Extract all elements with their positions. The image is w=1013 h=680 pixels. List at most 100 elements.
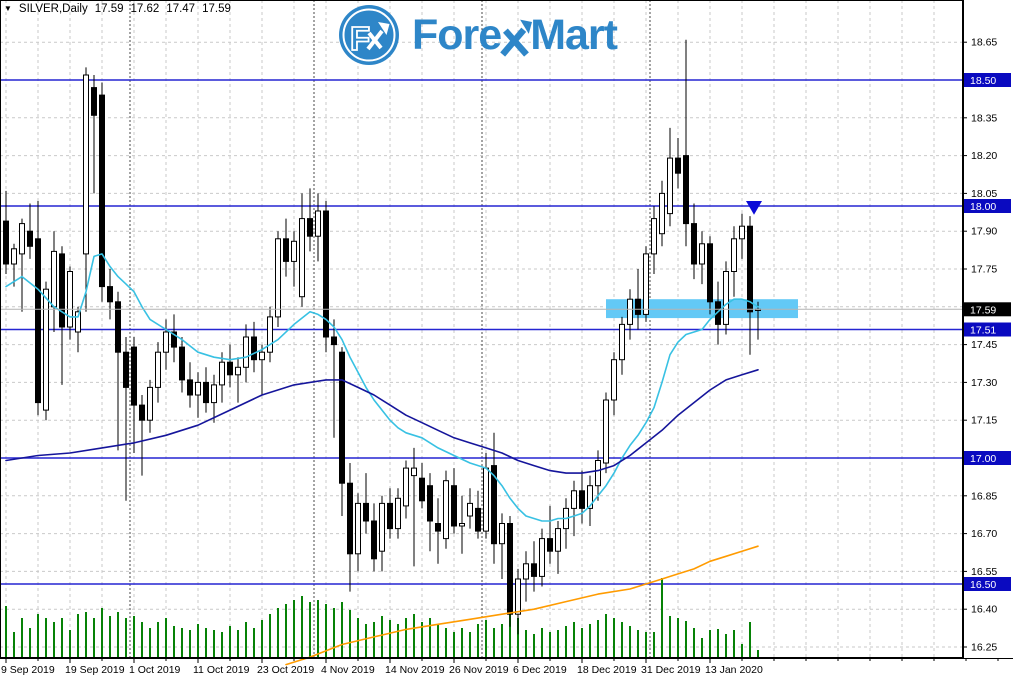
candle <box>507 516 513 627</box>
volume-bar <box>173 626 175 658</box>
volume-bar <box>269 614 271 658</box>
volume-bar <box>333 608 335 658</box>
candle <box>659 180 665 247</box>
volume-bar <box>749 622 751 658</box>
volume-bar <box>85 612 87 658</box>
candle <box>499 513 505 579</box>
volume-bar <box>205 628 207 658</box>
volume-bar <box>197 624 199 658</box>
volume-histogram <box>5 578 759 658</box>
brand-wordmark: Fore Mart <box>412 13 618 57</box>
price-tick-label: 17.45 <box>971 339 997 351</box>
price-tick-label: 16.55 <box>971 566 997 578</box>
sell-arrow-icon[interactable] <box>746 201 762 215</box>
volume-bar <box>525 630 527 658</box>
volume-bar <box>93 618 95 658</box>
candle <box>395 488 401 539</box>
candle <box>451 468 457 534</box>
candle <box>187 362 193 408</box>
candle <box>387 488 393 539</box>
volume-bar <box>629 626 631 658</box>
candle <box>571 480 577 537</box>
date-label: 9 Sep 2019 <box>1 664 55 676</box>
collapse-arrow-icon[interactable]: ▼ <box>4 3 12 13</box>
candle <box>531 541 537 592</box>
candle <box>11 243 17 287</box>
candle <box>427 473 433 552</box>
candle <box>347 463 353 592</box>
candle <box>563 498 569 549</box>
chart-ohlc-header: ▼ SILVER,Daily 17.59 17.62 17.47 17.59 <box>4 2 231 16</box>
candle <box>483 453 489 539</box>
candle <box>643 246 649 322</box>
date-label: 11 Oct 2019 <box>193 664 250 676</box>
volume-bar <box>325 604 327 658</box>
candle <box>587 475 593 526</box>
candle <box>51 231 57 332</box>
candle <box>251 321 257 373</box>
candle <box>195 372 201 418</box>
ohlc-low: 17.47 <box>166 3 196 15</box>
volume-bar <box>509 612 511 658</box>
volume-bar <box>149 628 151 658</box>
candle <box>91 75 97 194</box>
volume-bar <box>437 624 439 658</box>
volume-bar <box>37 614 39 658</box>
volume-bar <box>485 620 487 658</box>
volume-bar <box>685 621 687 658</box>
price-level-badge <box>964 73 1011 87</box>
candle <box>339 347 345 516</box>
volume-bar <box>357 618 359 658</box>
candle <box>547 505 553 564</box>
volume-bar <box>229 626 231 658</box>
volume-bar <box>109 616 111 658</box>
candle <box>523 551 529 602</box>
candle <box>371 503 377 572</box>
candle <box>707 236 713 315</box>
svg-text:16.50: 16.50 <box>970 579 996 591</box>
date-label: 1 Oct 2019 <box>129 664 181 676</box>
candle <box>747 216 753 355</box>
logo-letter-f: F <box>350 20 370 57</box>
candle <box>27 203 33 259</box>
ohlc-high: 17.62 <box>130 3 160 15</box>
candle <box>291 231 297 287</box>
svg-text:17.59: 17.59 <box>970 304 996 316</box>
price-axis[interactable]: 18.65 18.35 18.20 18.05 17.90 17.75 17.45 17.30… <box>963 0 1013 680</box>
volume-bar <box>581 628 583 658</box>
resistance-zone-rect[interactable] <box>606 299 798 319</box>
arrow-x-glyph <box>500 19 533 57</box>
logo-arrowhead <box>378 22 390 35</box>
volume-bar <box>157 622 159 658</box>
candle <box>83 67 89 312</box>
candle <box>67 266 73 340</box>
volume-bar <box>637 630 639 658</box>
volume-bar <box>469 632 471 658</box>
current-price-badge <box>964 302 1011 317</box>
date-label: 14 Nov 2019 <box>385 664 445 676</box>
candle <box>611 352 617 416</box>
price-level-badge <box>964 322 1011 337</box>
candle <box>203 367 209 413</box>
candle <box>731 226 737 297</box>
candle <box>19 218 25 312</box>
candle <box>35 201 41 416</box>
candle <box>219 352 225 403</box>
volume-bar <box>645 632 647 658</box>
candle <box>179 337 185 393</box>
candle <box>539 528 545 587</box>
volume-bar <box>669 616 671 658</box>
candle <box>619 316 625 375</box>
price-tick-label: 18.05 <box>971 188 997 200</box>
time-axis[interactable]: 9 Sep 2019 19 Sep 2019 1 Oct 2019 11 Oct 20… <box>0 658 1013 676</box>
date-label: 13 Jan 2020 <box>705 664 763 676</box>
candle <box>579 470 585 524</box>
date-label: 31 Dec 2019 <box>641 664 701 676</box>
candles-series <box>3 39 761 635</box>
volume-bar <box>45 618 47 658</box>
volume-bar <box>317 600 319 658</box>
volume-bar <box>133 616 135 658</box>
volume-bar <box>61 618 63 658</box>
svg-text:18.00: 18.00 <box>970 201 996 213</box>
